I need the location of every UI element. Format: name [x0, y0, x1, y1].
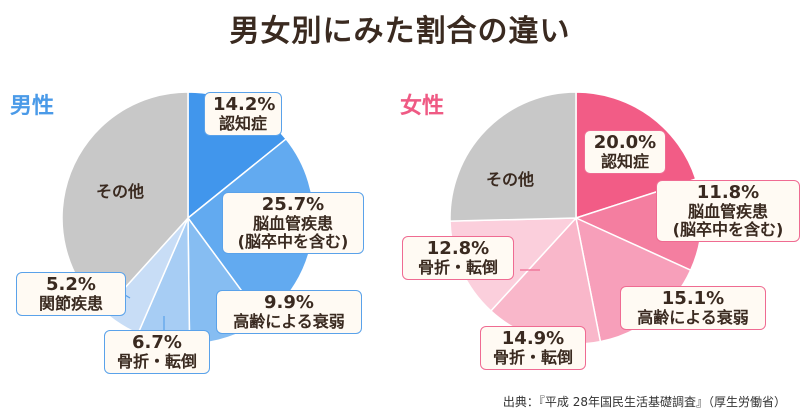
female-callout-fracture-a: 14.9% 骨折・転倒: [480, 326, 586, 371]
male-dementia-label: 認知症: [218, 114, 267, 134]
female-stroke-label: 脳血管疾患 (脳卒中を含む): [672, 202, 784, 240]
male-joint-pct: 5.2%: [46, 274, 96, 295]
male-chart-title: 男性: [10, 94, 55, 119]
male-callout-stroke: 25.7% 脳血管疾患 (脳卒中を含む): [222, 192, 364, 254]
female-callout-fracture-b: 12.8% 骨折・転倒: [402, 236, 514, 281]
male-callout-frailty: 9.9% 高齢による衰弱: [216, 290, 362, 335]
source-note: 出典：『平成 28年国民生活基礎調査』（厚生労働省）: [502, 395, 786, 409]
male-other-label: その他: [96, 182, 145, 201]
female-fracture-a-label: 骨折・転倒: [492, 348, 573, 368]
female-frailty-pct: 15.1%: [661, 288, 725, 309]
female-fracture-b-pct: 12.8%: [426, 238, 490, 259]
female-frailty-label: 高齢による衰弱: [637, 308, 749, 328]
male-stroke-pct: 25.7%: [261, 194, 325, 215]
female-dementia-pct: 20.0%: [593, 132, 657, 153]
male-frailty-label: 高齢による衰弱: [233, 312, 345, 332]
female-fracture-b-label: 骨折・転倒: [417, 258, 498, 278]
female-callout-frailty: 15.1% 高齢による衰弱: [620, 286, 766, 331]
male-callout-fracture: 6.7% 骨折・転倒: [104, 330, 210, 375]
female-dementia-label: 認知症: [600, 152, 649, 172]
chart-title: 男女別にみた割合の違い: [229, 14, 571, 49]
female-fracture-a-pct: 14.9%: [501, 328, 565, 349]
female-other-label: その他: [486, 170, 535, 189]
female-slice-5: [449, 91, 577, 222]
male-fracture-pct: 6.7%: [132, 332, 182, 353]
male-stroke-label: 脳血管疾患 (脳卒中を含む): [237, 214, 349, 252]
female-callout-dementia: 20.0% 認知症: [584, 130, 666, 175]
male-dementia-pct: 14.2%: [213, 94, 276, 115]
male-callout-dementia: 14.2% 認知症: [204, 92, 282, 137]
male-callout-joint: 5.2% 関節疾患: [16, 272, 126, 317]
male-fracture-label: 骨折・転倒: [116, 352, 197, 372]
female-callout-stroke: 11.8% 脳血管疾患 (脳卒中を含む): [656, 180, 800, 242]
male-frailty-pct: 9.9%: [264, 292, 314, 313]
male-joint-label: 関節疾患: [38, 294, 103, 314]
female-chart-title: 女性: [400, 94, 445, 119]
female-pie: [449, 91, 703, 345]
female-stroke-pct: 11.8%: [696, 182, 760, 203]
